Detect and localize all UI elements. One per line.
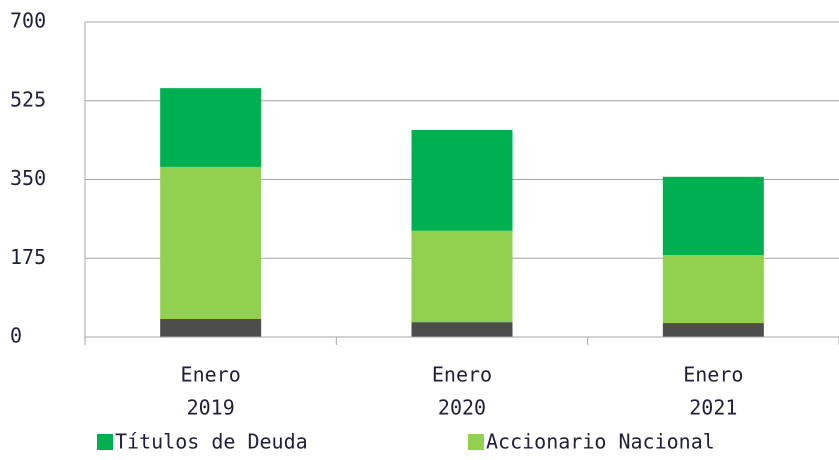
bar-segment (411, 130, 513, 231)
legend-swatch (468, 434, 484, 450)
y-tick-label: 0 (10, 324, 22, 348)
x-tick-label: 2019 (187, 396, 235, 420)
bar-segment (160, 319, 262, 337)
bar-segment (160, 166, 262, 319)
bar-segment (411, 322, 513, 337)
bar-segment (411, 230, 513, 323)
y-tick-label: 350 (10, 166, 46, 190)
legend-label: Accionario Nacional (486, 430, 715, 454)
x-tick-label: Enero (432, 363, 492, 387)
x-tick-label: Enero (181, 363, 241, 387)
x-tick-label: 2021 (689, 396, 737, 420)
x-tick-label: Enero (683, 363, 743, 387)
y-tick-label: 175 (10, 245, 46, 269)
legend-label: Títulos de Deuda (115, 430, 308, 454)
bar-segment (662, 323, 764, 337)
bar-segment (662, 176, 764, 256)
y-tick-label: 525 (10, 87, 46, 111)
x-tick-label: 2020 (438, 396, 486, 420)
y-tick-label: 700 (10, 9, 46, 33)
bar-segment (160, 88, 262, 167)
bar-segment (662, 255, 764, 324)
legend-swatch (97, 434, 113, 450)
